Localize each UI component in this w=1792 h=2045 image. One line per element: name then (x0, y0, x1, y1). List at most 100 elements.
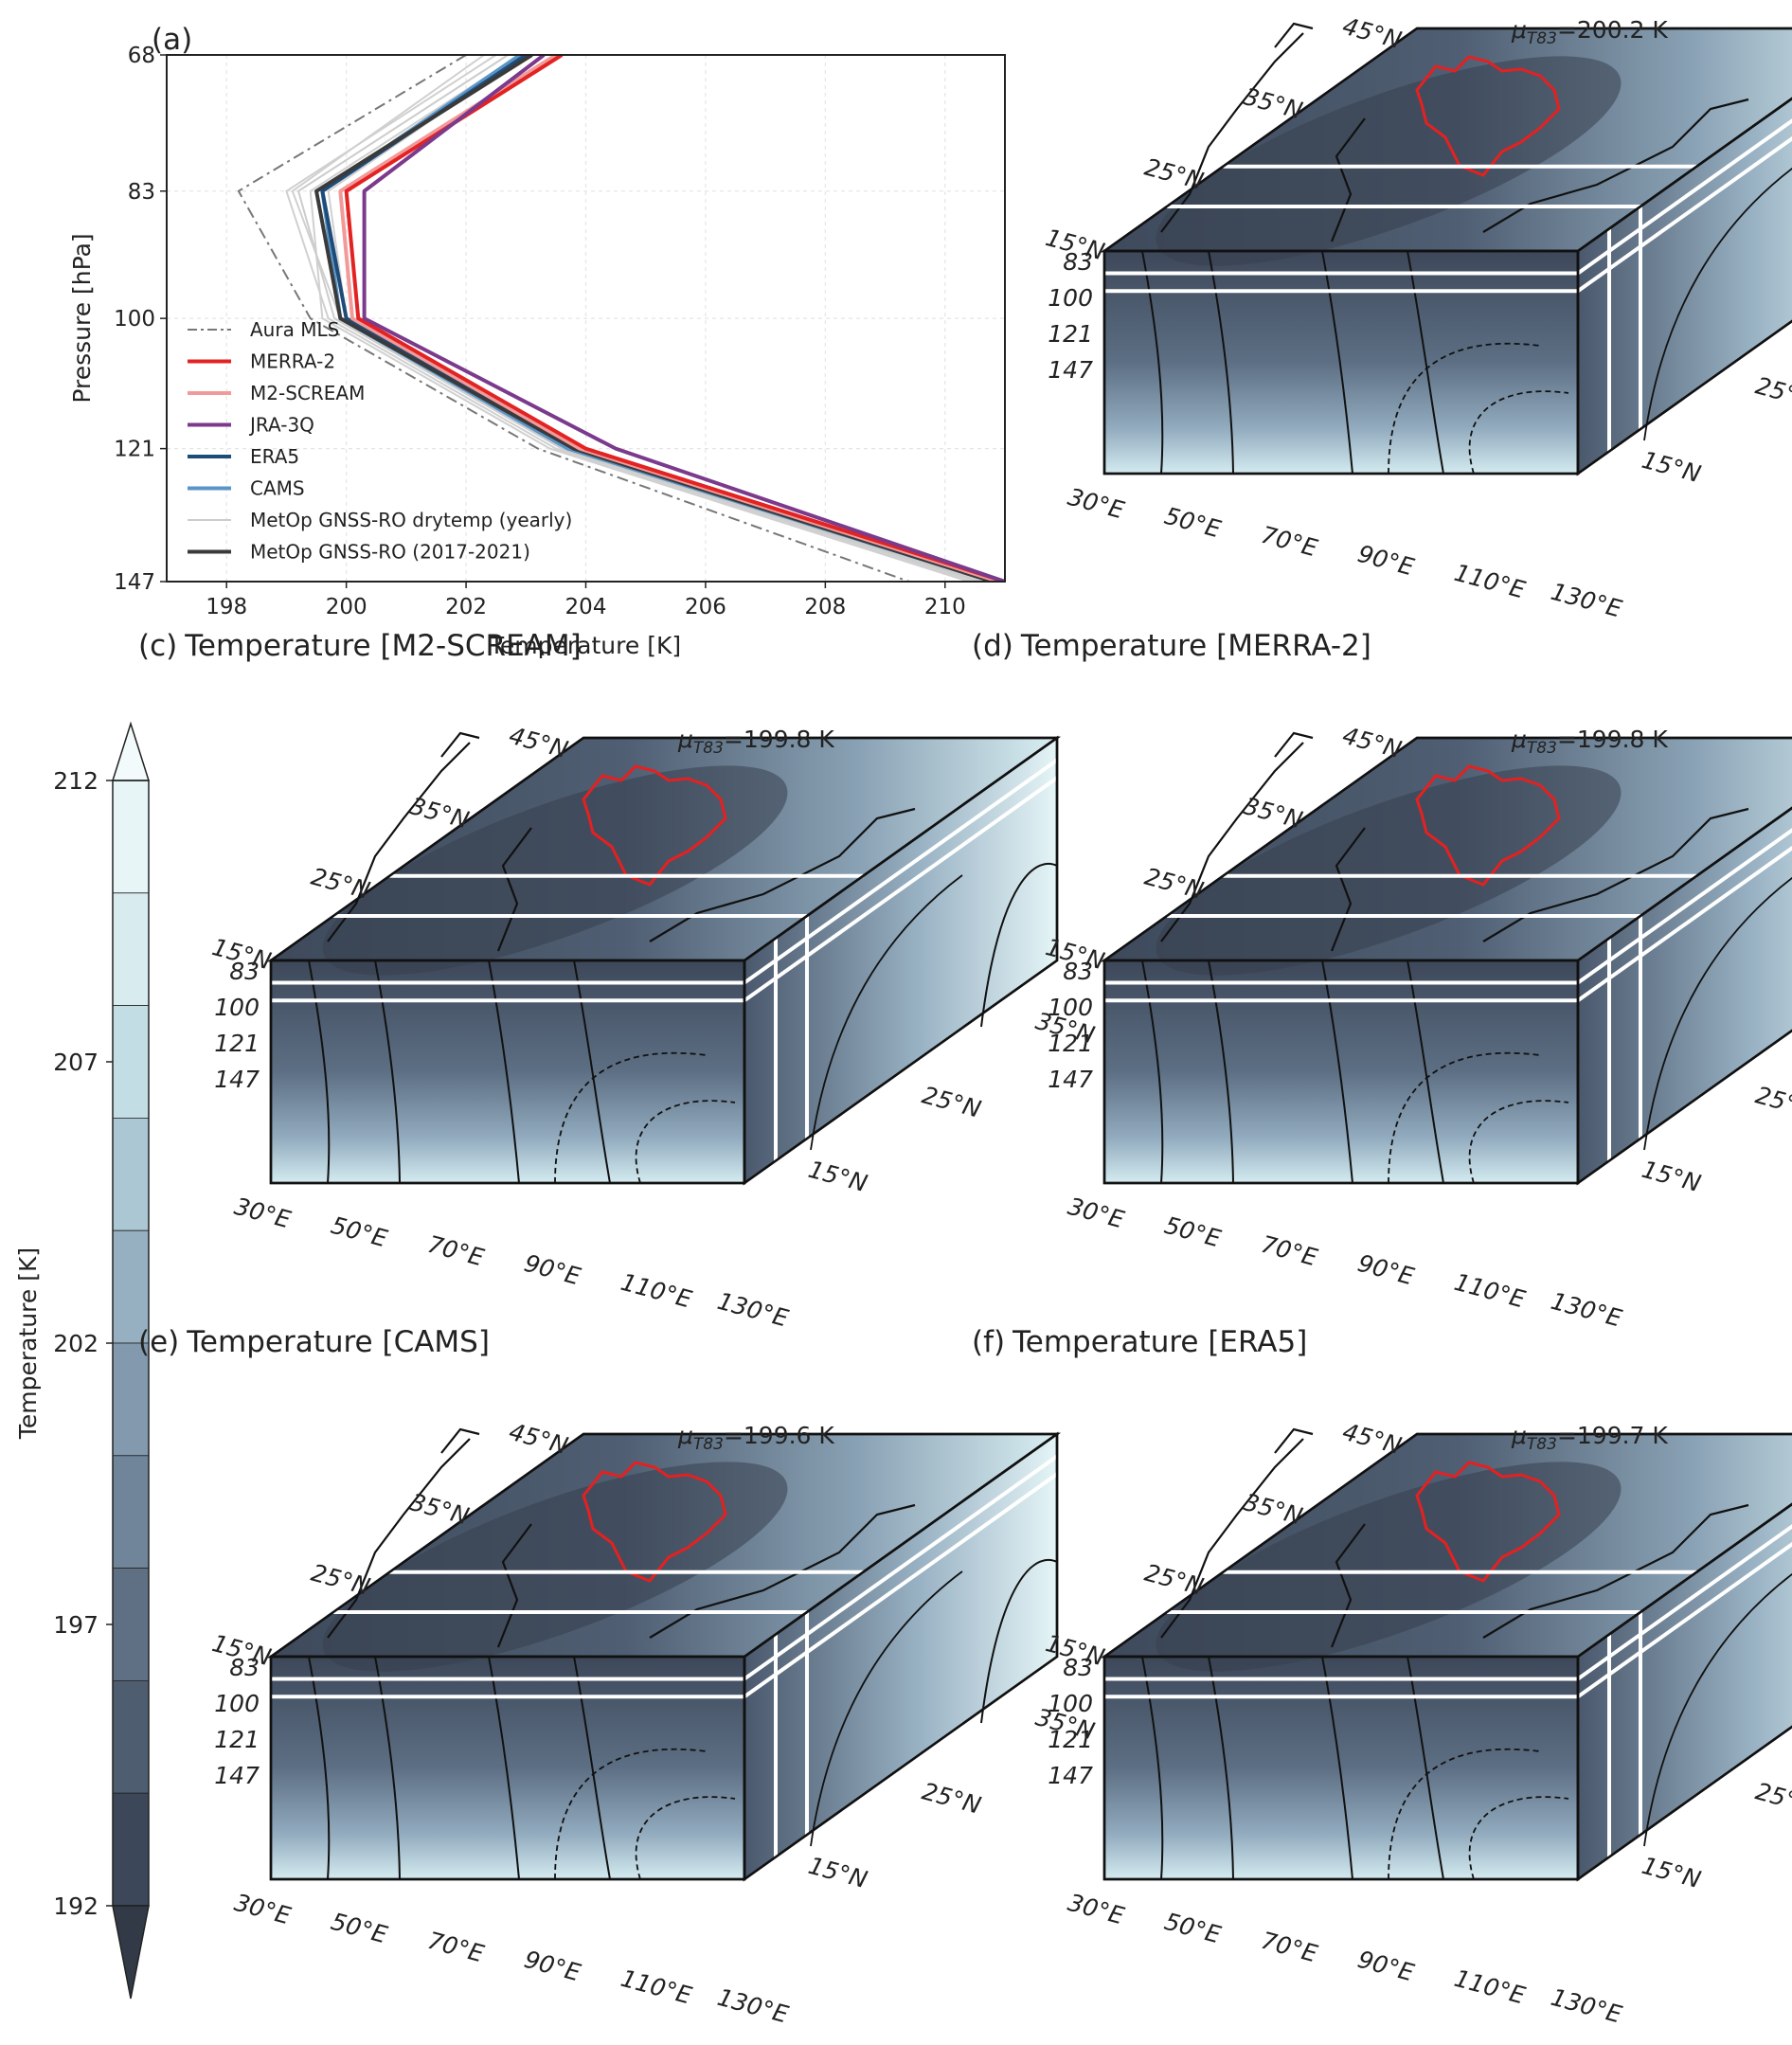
pressure-line (1576, 1524, 1792, 1681)
tibetan-plateau-outline (1415, 1461, 1561, 1583)
pressure-label: 147 (214, 1066, 260, 1093)
panel-title: (c) Temperature [M2-SCREAM] (138, 629, 582, 663)
latitude-label-side: 25°N (919, 1081, 984, 1122)
mu-annotation: μT83=199.7 K (1511, 1422, 1668, 1454)
colorbar-level (112, 1568, 150, 1681)
pressure-label: 83 (1063, 1654, 1093, 1681)
longitude-label: 110°E (1451, 1268, 1528, 1314)
latitude-label: 35°N (407, 1488, 473, 1530)
pressure-line (743, 1454, 1059, 1681)
colorbar-level (112, 1005, 150, 1119)
colorbar-level (112, 1455, 150, 1570)
cold-core (1156, 765, 1622, 976)
panel-title: (d) Temperature [MERRA-2] (972, 629, 1371, 663)
coastline (1160, 32, 1304, 233)
temperature-contour (1643, 1572, 1792, 1847)
temperature-contour (374, 960, 401, 1184)
temperature-contour (980, 862, 1058, 1028)
pressure-label: 121 (1048, 1030, 1093, 1057)
coastline (1330, 1523, 1366, 1648)
pressure-label: 100 (1048, 1690, 1093, 1717)
x-tick-label: 204 (565, 595, 607, 619)
temperature-contour (488, 960, 520, 1184)
y-tick-label: 83 (128, 180, 155, 205)
longitude-label: 30°E (1065, 1889, 1127, 1930)
temperature-contour (1141, 960, 1164, 1184)
cold-core (322, 765, 788, 976)
series-line-0 (237, 55, 910, 582)
pressure-label: 83 (229, 1654, 260, 1681)
colorbar-bottom-extend (112, 1905, 150, 2000)
pressure-label: 121 (214, 1726, 260, 1753)
latitude-label-side: 15°N (1639, 446, 1704, 488)
longitude-label: 30°E (1065, 483, 1127, 525)
longitude-label: 110°E (618, 1964, 694, 2010)
box-edge (1576, 806, 1792, 1186)
temperature-contour (810, 874, 963, 1151)
colorbar-top-extend (111, 721, 151, 781)
y-tick-label: 147 (114, 570, 155, 595)
pressure-label: 100 (1048, 994, 1093, 1021)
x-axis-label: Temperature [K] (489, 632, 681, 659)
latitude-label: 35°N (1241, 1488, 1306, 1530)
coastline (1330, 117, 1366, 242)
longitude-label: 70°E (424, 1230, 487, 1272)
latitude-label: 25°N (1141, 863, 1207, 905)
pressure-label: 121 (1048, 1726, 1093, 1753)
longitude-label: 130°E (714, 1287, 791, 1333)
latitude-label: 45°N (1339, 1418, 1405, 1460)
temperature-contour (1643, 876, 1792, 1151)
coastline (496, 827, 532, 952)
dashed-contour (1388, 342, 1541, 475)
longitude-label: 130°E (714, 1983, 791, 2029)
legend-entry: ERA5 (250, 445, 299, 468)
temperature-contour (1141, 1656, 1164, 1880)
mu-annotation: μT83=199.8 K (677, 726, 834, 758)
dashed-contour (1468, 1100, 1569, 1184)
latitude-label: 25°N (308, 863, 373, 905)
dashed-contour (1388, 1051, 1541, 1184)
box-front-face (1102, 959, 1580, 1185)
colorbar-tick-label: 197 (53, 1611, 99, 1639)
panel-a-label: (a) (152, 23, 192, 57)
temperature-contour (1208, 250, 1234, 475)
pressure-line (743, 1472, 1059, 1698)
longitude-label: 130°E (1548, 1287, 1624, 1333)
panel-d-box: (d) Temperature [MERRA-2] μT83=199.8 K 30°E… (972, 629, 1792, 1333)
longitude-label: 110°E (1451, 559, 1528, 604)
pressure-line (743, 758, 1059, 985)
x-tick-labels: 198 200 202 204 206 208 210 (206, 582, 966, 619)
box-front-face (269, 959, 746, 1185)
colorbar-tick-label: 207 (53, 1049, 99, 1076)
legend-entry: CAMS (250, 477, 305, 500)
latitude-label: 25°N (1141, 1559, 1207, 1601)
colorbar-level (112, 1118, 150, 1231)
coastline (1274, 731, 1314, 758)
gnss-yearly-line (309, 55, 970, 582)
longitude-label: 90°E (521, 1946, 583, 1987)
y-tick-label: 121 (114, 438, 155, 462)
panel-b-box: (b)Temperature [JRA-3Q]μT83=200.2 K30°E5… (1043, 12, 1792, 623)
longitude-label: 50°E (328, 1211, 390, 1253)
colorbar-level (112, 780, 150, 894)
colorbar-level (112, 892, 150, 1006)
colorbar: 212 207 202 197 192 Temperature [K] (14, 721, 151, 2000)
pressure-label: 121 (214, 1030, 260, 1057)
temperature-contour (573, 1656, 611, 1880)
latitude-label-side: 15°N (1639, 1852, 1704, 1893)
coastline (440, 731, 480, 758)
y-tick-label: 68 (128, 44, 155, 68)
coastline (327, 742, 471, 942)
dashed-contour (635, 1796, 736, 1880)
panel-title: (e) Temperature [CAMS] (138, 1325, 490, 1359)
legend-entry: M2-SCREAM (250, 382, 365, 404)
box-edge (1576, 1502, 1792, 1882)
tibetan-plateau-outline (582, 764, 727, 887)
mu-annotation: μT83=199.6 K (677, 1422, 834, 1454)
coastline (1330, 827, 1366, 952)
panel-f-box: (f) Temperature [ERA5] μT83=199.7 K 30°E 50°… (972, 1325, 1792, 2029)
tibetan-plateau-outline (1415, 55, 1561, 177)
pressure-label: 147 (214, 1762, 260, 1789)
temperature-contour (1321, 1656, 1353, 1880)
